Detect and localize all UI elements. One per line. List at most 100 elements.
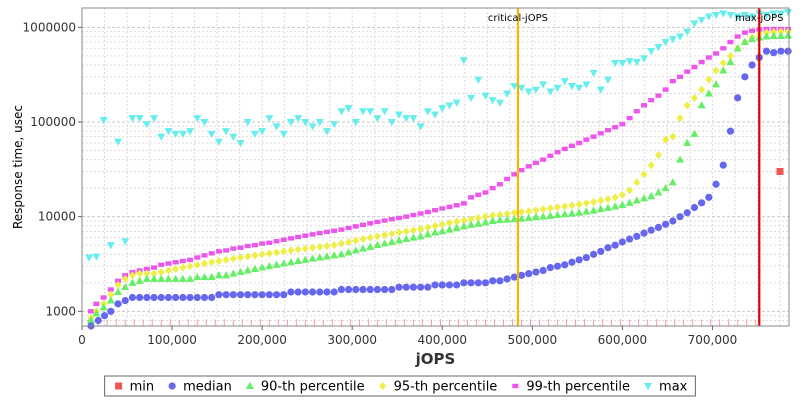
- legend-item: 95-th percentile: [379, 380, 497, 395]
- data-point: [200, 272, 209, 281]
- data-point: [243, 266, 252, 274]
- data-point: [295, 234, 302, 240]
- legend-item: median: [168, 380, 232, 395]
- data-point: [344, 248, 353, 256]
- data-point: [633, 232, 641, 240]
- data-point: [676, 114, 684, 123]
- data-point: [503, 90, 512, 98]
- data-point: [366, 285, 374, 294]
- data-point: [345, 237, 353, 246]
- data-point: [632, 196, 641, 204]
- data-point: [460, 279, 468, 287]
- data-point: [265, 291, 273, 299]
- data-point: [690, 203, 699, 212]
- data-point: [769, 31, 778, 39]
- data-point: [453, 281, 461, 289]
- data-point: [683, 28, 692, 36]
- x-tick-label: 600,000: [598, 333, 648, 347]
- data-point: [589, 206, 598, 214]
- data-point: [668, 36, 677, 44]
- data-point: [106, 296, 115, 304]
- data-point: [648, 97, 655, 103]
- data-point: [186, 293, 194, 302]
- marker-label: critical-jOPS: [488, 13, 548, 24]
- data-point: [345, 225, 352, 231]
- data-point: [704, 13, 713, 21]
- data-point: [395, 228, 403, 237]
- data-point: [308, 254, 317, 262]
- data-point: [489, 211, 497, 220]
- data-point: [258, 263, 267, 271]
- x-tick-label: 300,000: [327, 333, 377, 347]
- data-point: [776, 10, 785, 18]
- data-point: [280, 237, 287, 242]
- data-point: [172, 293, 180, 302]
- data-point: [128, 278, 137, 286]
- data-point: [380, 108, 389, 116]
- legend-item: 90-th percentile: [245, 380, 365, 395]
- data-point: [517, 271, 526, 279]
- data-point: [625, 198, 634, 206]
- y-tick-label: 10000: [38, 210, 76, 224]
- data-point: [697, 101, 706, 109]
- data-point: [358, 108, 367, 116]
- data-point: [287, 288, 295, 296]
- data-point: [488, 216, 497, 224]
- data-point: [546, 204, 554, 213]
- data-point: [698, 59, 705, 65]
- data-point: [410, 212, 417, 218]
- data-point: [273, 239, 280, 244]
- data-point: [121, 296, 129, 305]
- data-point: [481, 212, 489, 221]
- data-point: [187, 257, 194, 263]
- data-point: [734, 34, 741, 39]
- data-point: [590, 134, 597, 139]
- data-point: [337, 250, 346, 258]
- data-point: [655, 93, 662, 98]
- legend-label: median: [183, 380, 232, 395]
- data-point: [525, 164, 532, 169]
- data-point: [92, 253, 101, 261]
- data-point: [676, 155, 685, 163]
- data-point: [424, 223, 432, 232]
- data-point: [568, 258, 576, 266]
- data-point: [179, 258, 186, 264]
- data-point: [323, 288, 331, 296]
- data-point: [402, 283, 410, 291]
- data-point: [611, 202, 620, 210]
- data-point: [250, 264, 259, 273]
- data-point: [503, 215, 512, 223]
- legend-label: min: [130, 380, 155, 395]
- data-point: [640, 229, 648, 237]
- data-point: [387, 118, 396, 127]
- data-point: [654, 223, 663, 232]
- data-point: [316, 288, 324, 296]
- data-point: [366, 242, 375, 250]
- data-point: [337, 285, 345, 294]
- plot-area: critical-jOPS max-jOPS: [81, 7, 793, 330]
- data-point: [229, 254, 237, 263]
- data-point: [171, 274, 180, 282]
- data-point: [121, 274, 129, 283]
- data-point: [503, 209, 511, 218]
- data-point: [237, 245, 244, 250]
- data-point: [143, 293, 151, 302]
- data-point: [749, 28, 756, 33]
- data-point: [733, 44, 742, 52]
- data-point: [136, 293, 144, 302]
- data-point: [142, 121, 151, 129]
- data-point: [266, 240, 273, 245]
- data-point: [381, 218, 388, 223]
- data-point: [482, 190, 489, 195]
- data-point: [164, 274, 173, 282]
- data-point: [474, 213, 482, 222]
- data-point: [705, 55, 712, 60]
- data-point: [236, 139, 245, 148]
- data-point: [438, 227, 447, 235]
- data-point: [668, 178, 677, 186]
- data-point: [726, 127, 735, 135]
- data-point: [459, 57, 468, 65]
- data-point: [453, 217, 461, 226]
- data-point: [553, 84, 562, 92]
- data-point: [583, 137, 590, 142]
